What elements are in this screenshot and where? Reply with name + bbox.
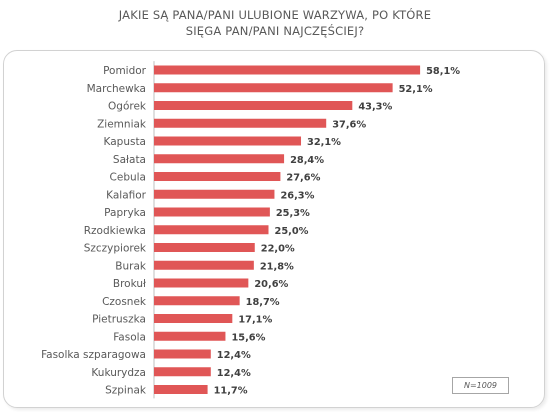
category-label: Marchewka bbox=[87, 83, 146, 95]
category-label: Ziemniak bbox=[97, 118, 147, 130]
bar bbox=[154, 243, 255, 252]
chart-title-line-1: JAKIE SĄ PANA/PANI ULUBIONE WARZYWA, PO … bbox=[118, 8, 432, 22]
chart-title-line-2: SIĘGA PAN/PANI NAJCZĘŚCIEJ? bbox=[185, 24, 365, 38]
category-label: Burak bbox=[115, 260, 147, 272]
value-label: 26,3% bbox=[280, 190, 314, 201]
bar bbox=[154, 83, 393, 93]
value-label: 25,3% bbox=[276, 208, 310, 219]
category-label: Kalafior bbox=[106, 189, 147, 201]
bar bbox=[154, 278, 249, 288]
value-label: 58,1% bbox=[426, 66, 460, 77]
value-label: 37,6% bbox=[332, 119, 366, 130]
value-label: 27,6% bbox=[286, 173, 320, 184]
category-label: Szczypiorek bbox=[84, 243, 147, 255]
bar bbox=[154, 101, 353, 110]
value-label: 52,1% bbox=[399, 84, 433, 95]
value-label: 25,0% bbox=[275, 226, 309, 237]
category-label: Pomidor bbox=[103, 65, 147, 77]
bar bbox=[154, 118, 327, 128]
bar bbox=[154, 260, 254, 270]
value-label: 12,4% bbox=[217, 368, 251, 379]
bar bbox=[154, 331, 226, 341]
value-label: 11,7% bbox=[214, 386, 248, 397]
category-label: Szpinak bbox=[105, 385, 147, 397]
value-label: 12,4% bbox=[217, 350, 251, 361]
category-label: Brokuł bbox=[113, 278, 146, 290]
category-label: Fasolka szparagowa bbox=[41, 349, 146, 361]
category-label: Pietruszka bbox=[92, 314, 146, 326]
bar bbox=[154, 314, 233, 323]
value-label: 28,4% bbox=[290, 155, 324, 166]
value-label: 22,0% bbox=[261, 244, 295, 255]
bar bbox=[154, 225, 269, 235]
value-label: 32,1% bbox=[307, 137, 341, 148]
category-label: Sałata bbox=[113, 154, 146, 166]
category-label: Kapusta bbox=[104, 136, 146, 148]
category-label: Papryka bbox=[104, 207, 146, 219]
value-label: 43,3% bbox=[358, 102, 392, 113]
chart-title: JAKIE SĄ PANA/PANI ULUBIONE WARZYWA, PO … bbox=[0, 7, 550, 39]
bar bbox=[154, 385, 208, 394]
category-label: Kukurydza bbox=[91, 367, 146, 379]
bar bbox=[154, 349, 211, 359]
bar bbox=[154, 136, 302, 146]
bar bbox=[154, 296, 240, 306]
value-label: 18,7% bbox=[246, 297, 280, 308]
category-label: Fasola bbox=[113, 331, 146, 343]
category-label: Czosnek bbox=[102, 296, 147, 308]
bar bbox=[154, 154, 285, 164]
bar bbox=[154, 172, 281, 181]
chart-frame bbox=[3, 50, 545, 408]
value-label: 20,6% bbox=[254, 279, 288, 290]
value-label: 15,6% bbox=[231, 332, 265, 343]
bar bbox=[154, 207, 270, 217]
category-label: Ogórek bbox=[108, 101, 147, 113]
value-label: 17,1% bbox=[238, 315, 272, 326]
bar bbox=[154, 189, 275, 199]
category-label: Rzodkiewka bbox=[84, 225, 146, 237]
bar bbox=[154, 65, 421, 75]
category-label: Cebula bbox=[110, 172, 146, 184]
value-label: 21,8% bbox=[260, 261, 294, 272]
bar bbox=[154, 367, 211, 377]
sample-size-note: N=1009 bbox=[452, 377, 509, 394]
